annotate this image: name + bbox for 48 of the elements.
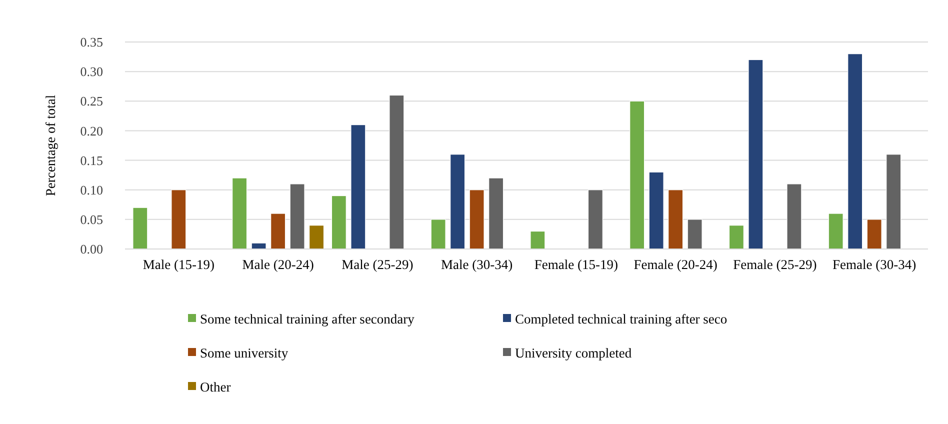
legend-label: University completed [515,346,632,361]
y-tick-label: 0.20 [80,123,103,138]
bar [668,190,684,250]
bar [270,213,286,250]
legend-label: Completed technical training after seco [515,312,728,327]
bar [687,219,702,250]
bar [309,225,324,250]
bar [866,219,882,250]
bar [728,225,744,250]
y-tick-label: 0.30 [80,64,103,80]
x-tick-label: Female (15-19) [534,257,618,272]
legend-label: Some technical training after secondary [200,312,415,327]
bar [488,178,504,250]
bar [588,190,603,250]
x-tick-label: Male (20-24) [242,257,314,272]
y-tick-label: 0.00 [80,242,103,257]
bar [232,178,248,250]
x-tick-label: Female (25-29) [733,257,817,272]
x-tick-label: Female (20-24) [634,257,718,272]
bar [331,195,346,250]
bar [630,100,645,250]
y-tick-label: 0.10 [80,182,103,198]
x-tick-label: Male (25-29) [342,257,414,272]
y-tick-label: 0.05 [80,212,103,227]
bar [828,213,844,250]
x-tick-label: Female (30-34) [832,257,916,272]
x-tick-label: Male (15-19) [142,257,214,272]
bar [389,94,404,250]
bar [748,59,764,250]
bar [132,207,148,250]
y-tick-label: 0.25 [80,94,103,109]
y-tick-label: 0.35 [80,34,103,50]
bar [648,172,664,250]
bar [350,124,366,250]
y-axis-title: Percentage of total [43,94,58,196]
bar [886,154,902,250]
bar [450,154,466,250]
bar [171,190,186,250]
y-tick-label: 0.15 [80,152,103,168]
legend-label: Other [200,380,232,395]
bar [290,184,305,250]
x-tick-label: Male (30-34) [441,257,513,272]
legend-label: Some university [200,346,288,361]
bar [786,184,802,250]
bar [530,230,546,250]
bar [469,190,484,250]
bar [430,219,446,250]
bar [848,54,863,250]
